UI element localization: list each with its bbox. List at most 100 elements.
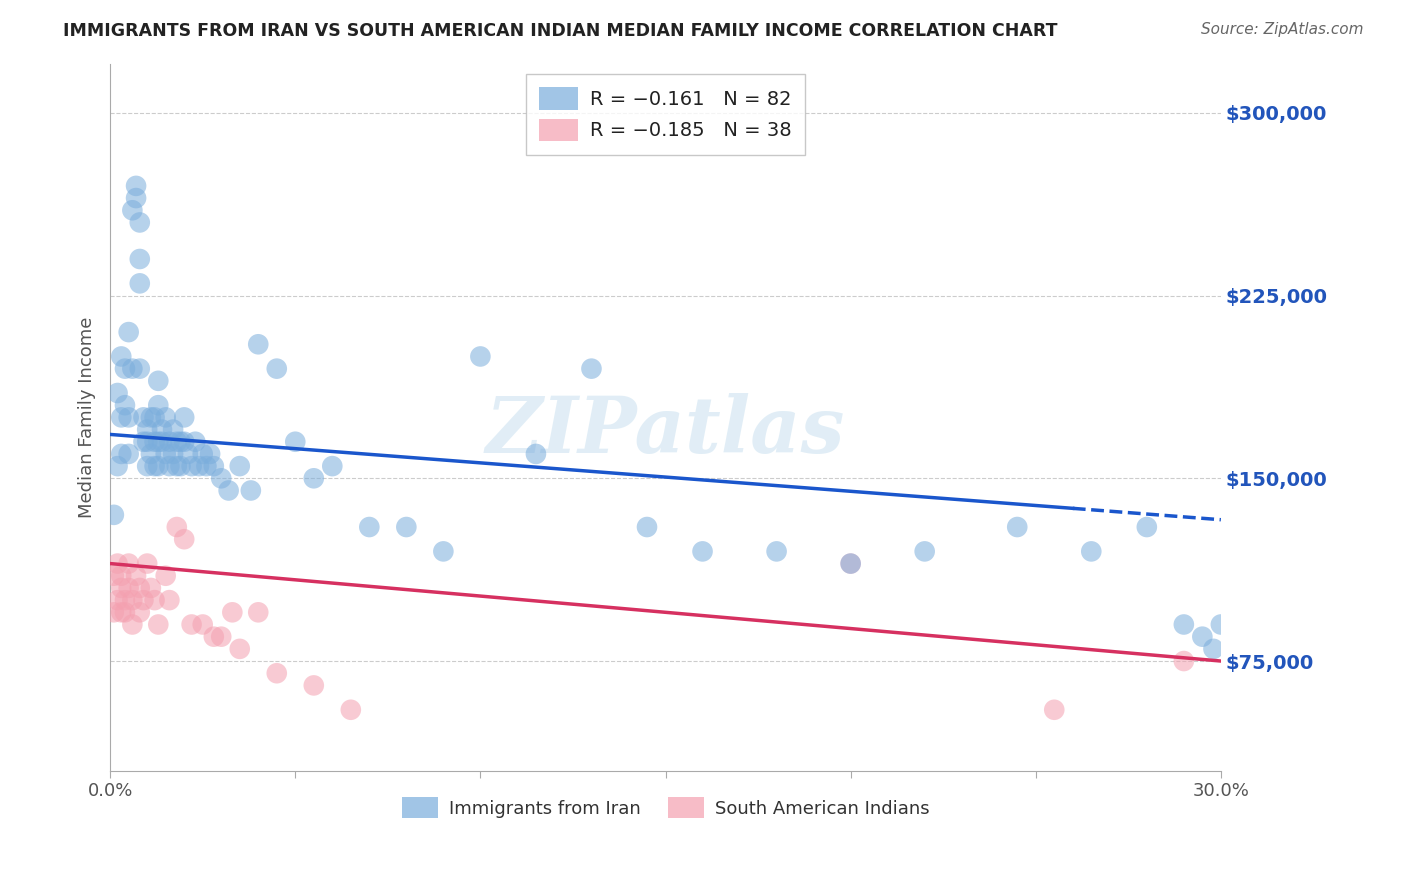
Point bbox=[177, 447, 200, 461]
Point bbox=[118, 410, 141, 425]
Point bbox=[162, 447, 184, 461]
Point bbox=[114, 398, 136, 412]
Point bbox=[524, 447, 547, 461]
Point bbox=[132, 434, 155, 449]
Point bbox=[107, 557, 129, 571]
Point bbox=[432, 544, 454, 558]
Point bbox=[470, 350, 492, 364]
Point bbox=[118, 557, 141, 571]
Point bbox=[148, 459, 170, 474]
Point bbox=[302, 471, 325, 485]
Point bbox=[125, 178, 148, 193]
Point bbox=[1191, 630, 1213, 644]
Point bbox=[136, 423, 159, 437]
Point bbox=[1080, 544, 1102, 558]
Point bbox=[110, 410, 132, 425]
Point bbox=[302, 678, 325, 692]
Point bbox=[103, 508, 125, 522]
Point bbox=[148, 374, 170, 388]
Point bbox=[209, 471, 232, 485]
Point bbox=[121, 203, 143, 218]
Point bbox=[173, 434, 195, 449]
Point bbox=[110, 605, 132, 619]
Point bbox=[340, 703, 363, 717]
Point bbox=[110, 447, 132, 461]
Point bbox=[139, 410, 162, 425]
Point bbox=[1005, 520, 1028, 534]
Y-axis label: Median Family Income: Median Family Income bbox=[79, 317, 96, 518]
Point bbox=[121, 361, 143, 376]
Point bbox=[209, 630, 232, 644]
Point bbox=[128, 581, 150, 595]
Point bbox=[121, 617, 143, 632]
Point bbox=[229, 641, 252, 656]
Point bbox=[191, 617, 214, 632]
Point bbox=[581, 361, 603, 376]
Point bbox=[839, 557, 862, 571]
Point bbox=[229, 459, 252, 474]
Point bbox=[198, 447, 221, 461]
Point bbox=[321, 459, 343, 474]
Point bbox=[166, 434, 188, 449]
Point bbox=[359, 520, 381, 534]
Point bbox=[247, 605, 270, 619]
Point bbox=[118, 447, 141, 461]
Point bbox=[914, 544, 936, 558]
Point bbox=[202, 459, 225, 474]
Point bbox=[266, 666, 288, 681]
Text: IMMIGRANTS FROM IRAN VS SOUTH AMERICAN INDIAN MEDIAN FAMILY INCOME CORRELATION C: IMMIGRANTS FROM IRAN VS SOUTH AMERICAN I… bbox=[63, 22, 1057, 40]
Point bbox=[166, 459, 188, 474]
Point bbox=[173, 532, 195, 546]
Point bbox=[136, 459, 159, 474]
Point bbox=[148, 434, 170, 449]
Point bbox=[1173, 617, 1195, 632]
Point bbox=[239, 483, 262, 498]
Point bbox=[395, 520, 418, 534]
Point bbox=[110, 581, 132, 595]
Point bbox=[128, 361, 150, 376]
Point bbox=[284, 434, 307, 449]
Point bbox=[150, 434, 173, 449]
Point bbox=[765, 544, 787, 558]
Point bbox=[132, 593, 155, 607]
Point bbox=[139, 581, 162, 595]
Point bbox=[125, 191, 148, 205]
Point bbox=[128, 277, 150, 291]
Point bbox=[132, 410, 155, 425]
Point bbox=[1173, 654, 1195, 668]
Point bbox=[169, 434, 191, 449]
Point bbox=[139, 447, 162, 461]
Point bbox=[157, 459, 180, 474]
Point bbox=[155, 410, 177, 425]
Point bbox=[155, 568, 177, 582]
Point bbox=[195, 459, 218, 474]
Point bbox=[692, 544, 714, 558]
Point bbox=[110, 568, 132, 582]
Point bbox=[157, 434, 180, 449]
Point bbox=[1209, 617, 1232, 632]
Text: Source: ZipAtlas.com: Source: ZipAtlas.com bbox=[1201, 22, 1364, 37]
Point bbox=[107, 459, 129, 474]
Point bbox=[180, 459, 202, 474]
Point bbox=[114, 605, 136, 619]
Point bbox=[114, 593, 136, 607]
Point bbox=[107, 386, 129, 401]
Point bbox=[188, 459, 211, 474]
Point bbox=[148, 617, 170, 632]
Point bbox=[169, 459, 191, 474]
Point bbox=[128, 252, 150, 266]
Point bbox=[107, 593, 129, 607]
Point bbox=[114, 361, 136, 376]
Point bbox=[143, 459, 166, 474]
Point bbox=[266, 361, 288, 376]
Point bbox=[121, 593, 143, 607]
Point bbox=[180, 617, 202, 632]
Legend: Immigrants from Iran, South American Indians: Immigrants from Iran, South American Ind… bbox=[395, 790, 936, 825]
Point bbox=[128, 215, 150, 229]
Point bbox=[839, 557, 862, 571]
Point bbox=[247, 337, 270, 351]
Point bbox=[125, 568, 148, 582]
Point bbox=[128, 605, 150, 619]
Point bbox=[136, 434, 159, 449]
Point bbox=[173, 410, 195, 425]
